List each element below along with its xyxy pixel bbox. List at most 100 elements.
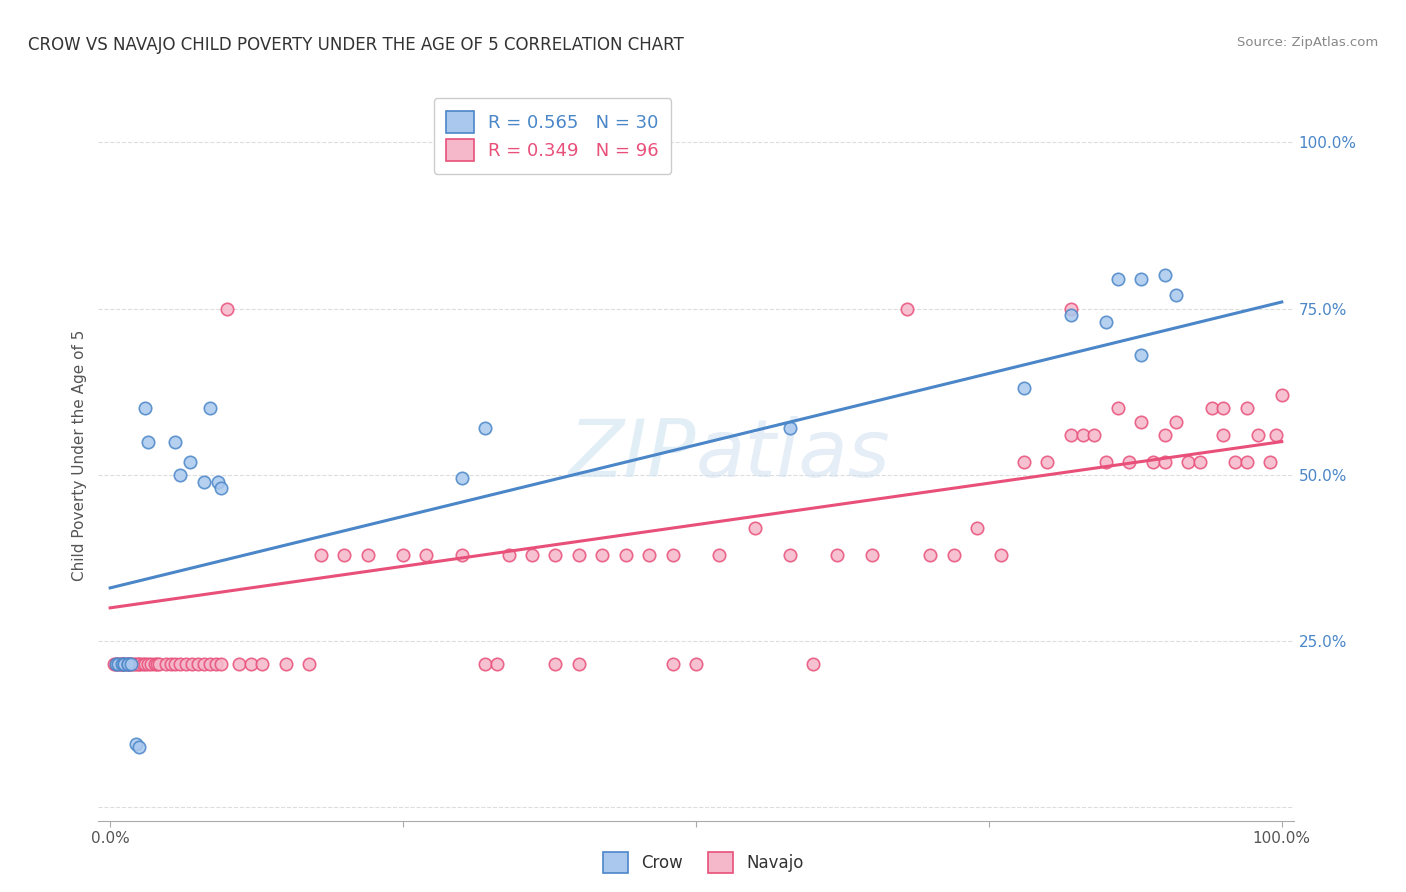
Point xyxy=(163,657,186,672)
Point xyxy=(112,657,135,672)
Point xyxy=(120,657,142,672)
Point xyxy=(155,657,177,672)
Point xyxy=(125,657,148,672)
Point xyxy=(136,657,159,672)
Point xyxy=(1036,454,1059,468)
Text: ZIP: ZIP xyxy=(568,416,696,494)
Point xyxy=(181,657,204,672)
Point xyxy=(128,657,150,672)
Point xyxy=(207,475,229,489)
Point xyxy=(309,548,332,562)
Point xyxy=(198,401,221,416)
Point xyxy=(134,401,156,416)
Point xyxy=(107,657,129,672)
Point xyxy=(108,657,131,672)
Point xyxy=(1095,454,1118,468)
Point xyxy=(112,657,135,672)
Y-axis label: Child Poverty Under the Age of 5: Child Poverty Under the Age of 5 xyxy=(72,329,87,581)
Point xyxy=(1166,415,1188,429)
Point xyxy=(825,548,848,562)
Point xyxy=(193,475,215,489)
Point xyxy=(614,548,637,562)
Point xyxy=(1060,428,1083,442)
Point xyxy=(120,657,142,672)
Point xyxy=(568,548,591,562)
Point xyxy=(1236,401,1258,416)
Point xyxy=(966,521,988,535)
Point xyxy=(274,657,297,672)
Point xyxy=(120,657,141,672)
Point xyxy=(105,657,128,672)
Point xyxy=(1130,348,1153,362)
Point xyxy=(1107,401,1129,416)
Point xyxy=(1130,271,1153,285)
Point xyxy=(1095,315,1118,329)
Point xyxy=(132,657,155,672)
Point xyxy=(117,657,139,672)
Point xyxy=(357,548,380,562)
Point xyxy=(1247,428,1270,442)
Point xyxy=(146,657,169,672)
Point xyxy=(779,421,801,435)
Point xyxy=(544,657,567,672)
Point xyxy=(1130,415,1153,429)
Point xyxy=(1271,388,1294,402)
Point xyxy=(198,657,221,672)
Point xyxy=(709,548,731,562)
Point xyxy=(544,548,567,562)
Point xyxy=(1060,301,1083,316)
Point xyxy=(485,657,508,672)
Point xyxy=(661,548,683,562)
Point xyxy=(111,657,134,672)
Point xyxy=(1166,288,1188,302)
Point xyxy=(568,657,591,672)
Point xyxy=(942,548,965,562)
Point xyxy=(450,548,472,562)
Point xyxy=(661,657,683,672)
Point xyxy=(179,454,201,468)
Point xyxy=(204,657,226,672)
Point xyxy=(1107,271,1129,285)
Point xyxy=(1153,454,1175,468)
Point xyxy=(1188,454,1211,468)
Point xyxy=(474,421,496,435)
Point xyxy=(239,657,262,672)
Text: atlas: atlas xyxy=(696,416,891,494)
Point xyxy=(217,301,239,316)
Point xyxy=(211,657,233,672)
Point xyxy=(474,657,496,672)
Point xyxy=(392,548,415,562)
Point xyxy=(801,657,824,672)
Point xyxy=(1212,401,1234,416)
Point xyxy=(134,657,156,672)
Point xyxy=(1201,401,1223,416)
Point xyxy=(638,548,661,562)
Point xyxy=(920,548,942,562)
Point xyxy=(896,301,918,316)
Point xyxy=(148,657,170,672)
Point xyxy=(1012,381,1035,395)
Point xyxy=(744,521,766,535)
Legend: Crow, Navajo: Crow, Navajo xyxy=(596,846,810,880)
Point xyxy=(1118,454,1140,468)
Point xyxy=(141,657,163,672)
Point xyxy=(1212,428,1234,442)
Point xyxy=(1153,268,1175,283)
Text: CROW VS NAVAJO CHILD POVERTY UNDER THE AGE OF 5 CORRELATION CHART: CROW VS NAVAJO CHILD POVERTY UNDER THE A… xyxy=(28,36,683,54)
Point xyxy=(591,548,613,562)
Point xyxy=(1258,454,1281,468)
Legend: R = 0.565   N = 30, R = 0.349   N = 96: R = 0.565 N = 30, R = 0.349 N = 96 xyxy=(434,98,671,174)
Point xyxy=(498,548,520,562)
Point xyxy=(117,657,139,672)
Point xyxy=(1153,428,1175,442)
Point xyxy=(111,657,134,672)
Point xyxy=(193,657,215,672)
Point xyxy=(128,740,150,755)
Point xyxy=(103,657,125,672)
Point xyxy=(333,548,356,562)
Point xyxy=(187,657,209,672)
Point xyxy=(450,471,472,485)
Point xyxy=(125,737,148,751)
Point xyxy=(136,434,159,449)
Point xyxy=(1060,308,1083,322)
